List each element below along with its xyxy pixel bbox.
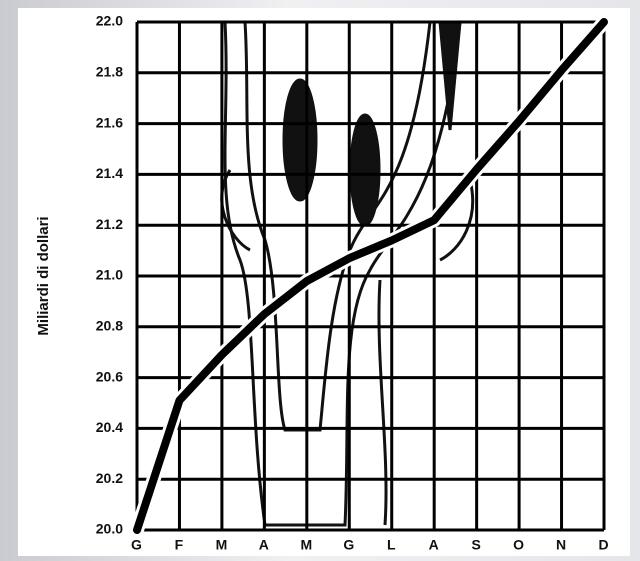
x-tick-label: N	[556, 537, 567, 553]
x-tick-label: A	[429, 537, 440, 553]
x-tick-label: S	[471, 537, 481, 553]
y-tick-label: 21.2	[96, 216, 123, 232]
y-tick-label: 20.6	[96, 368, 123, 384]
x-tick-label: G	[343, 537, 355, 553]
y-tick-label: 20.2	[96, 470, 123, 486]
x-tick-label: G	[131, 537, 143, 553]
y-tick-label: 20.8	[96, 318, 123, 334]
x-tick-label: M	[300, 537, 313, 553]
y-axis-label: Miliardi di dollari	[35, 216, 52, 335]
y-tick-label: 22.0	[96, 13, 123, 29]
y-tick-label: 21.0	[96, 267, 123, 283]
x-tick-label: M	[216, 537, 229, 553]
x-tick-label: O	[513, 537, 525, 553]
x-tick-label: A	[259, 537, 270, 553]
y-tick-label: 20.4	[96, 419, 123, 435]
y-tick-label: 20.0	[96, 521, 123, 537]
x-tick-label: L	[387, 537, 397, 553]
y-tick-label: 21.6	[96, 114, 123, 130]
line	[133, 18, 608, 534]
y-tick-label: 21.8	[96, 64, 123, 80]
x-tick-label: F	[175, 537, 185, 553]
x-tick-label: D	[598, 537, 609, 553]
illustration	[220, 20, 475, 527]
chart-background	[18, 8, 630, 556]
y-tick-label: 21.4	[96, 165, 123, 181]
